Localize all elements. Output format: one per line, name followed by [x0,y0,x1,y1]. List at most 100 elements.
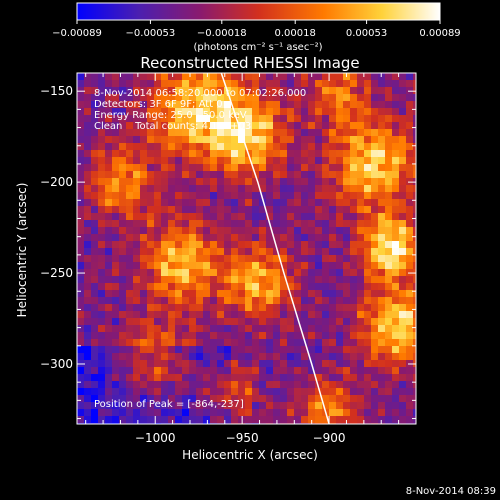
heatmap-cell [357,269,364,276]
heatmap-cell [315,353,322,360]
heatmap-cell [224,94,231,101]
heatmap-cell [168,178,175,185]
heatmap-cell [308,171,315,178]
heatmap-cell [280,290,287,297]
heatmap-cell [315,73,322,80]
heatmap-cell [140,248,147,255]
heatmap-cell [280,241,287,248]
heatmap-cell [322,395,329,402]
heatmap-cell [336,395,343,402]
heatmap-cell [168,325,175,332]
heatmap-cell [406,157,413,164]
heatmap-cell [154,332,161,339]
heatmap-cell [161,311,168,318]
heatmap-cell [343,402,350,409]
heatmap-cell [315,374,322,381]
heatmap-cell [343,115,350,122]
heatmap-cell [217,241,224,248]
heatmap-cell [308,129,315,136]
heatmap-cell [91,241,98,248]
heatmap-cell [84,381,91,388]
x-tick-label: −950 [226,431,259,445]
heatmap-cell [196,115,203,122]
heatmap-cell [322,143,329,150]
heatmap-cell [364,332,371,339]
heatmap-cell [259,304,266,311]
heatmap-cell [105,136,112,143]
heatmap-cell [238,199,245,206]
heatmap-cell [161,206,168,213]
heatmap-cell [154,360,161,367]
heatmap-cell [399,416,406,423]
heatmap-cell [126,416,133,423]
heatmap-cell [287,409,294,416]
heatmap-cell [287,381,294,388]
heatmap-cell [91,122,98,129]
heatmap-cell [203,87,210,94]
heatmap-cell [301,220,308,227]
heatmap-cell [280,332,287,339]
heatmap-cell [203,395,210,402]
heatmap-cell [406,269,413,276]
heatmap-cell [203,101,210,108]
heatmap-cell [196,416,203,423]
heatmap-cell [175,136,182,143]
heatmap-cell [294,290,301,297]
heatmap-cell [301,353,308,360]
heatmap-cell [245,255,252,262]
heatmap-cell [168,164,175,171]
heatmap-cell [119,262,126,269]
heatmap-cell [406,311,413,318]
heatmap-cell [196,143,203,150]
heatmap-cell [98,150,105,157]
heatmap-cell [343,255,350,262]
heatmap-cell [357,178,364,185]
heatmap-cell [329,220,336,227]
heatmap-cell [231,339,238,346]
heatmap-cell [182,220,189,227]
heatmap-cell [140,73,147,80]
heatmap-cell [322,367,329,374]
heatmap-cell [210,227,217,234]
heatmap-cell [413,234,416,241]
heatmap-cell [392,388,399,395]
heatmap-cell [231,409,238,416]
heatmap-cell [259,136,266,143]
heatmap-cell [329,283,336,290]
heatmap-cell [84,94,91,101]
heatmap-cell [161,353,168,360]
heatmap-cell [350,220,357,227]
heatmap-cell [308,234,315,241]
heatmap-cell [196,241,203,248]
heatmap-cell [105,332,112,339]
heatmap-cell [378,255,385,262]
heatmap-cell [224,374,231,381]
heatmap-cell [308,311,315,318]
heatmap-cell [147,311,154,318]
heatmap-cell [357,290,364,297]
heatmap-cell [147,241,154,248]
heatmap-cell [364,381,371,388]
heatmap-cell [161,304,168,311]
heatmap-cell [133,269,140,276]
heatmap-cell [133,353,140,360]
heatmap-cell [336,122,343,129]
heatmap-cell [287,192,294,199]
heatmap-cell [119,353,126,360]
heatmap-cell [406,206,413,213]
heatmap-cell [175,353,182,360]
heatmap-cell [147,192,154,199]
heatmap-cell [294,346,301,353]
heatmap-cell [280,381,287,388]
heatmap-cell [91,325,98,332]
heatmap-cell [245,220,252,227]
heatmap-cell [182,416,189,423]
heatmap-cell [273,255,280,262]
heatmap-cell [210,136,217,143]
heatmap-cell [378,297,385,304]
heatmap-cell [238,185,245,192]
heatmap-cell [273,108,280,115]
heatmap-cell [203,353,210,360]
heatmap-cell [140,255,147,262]
